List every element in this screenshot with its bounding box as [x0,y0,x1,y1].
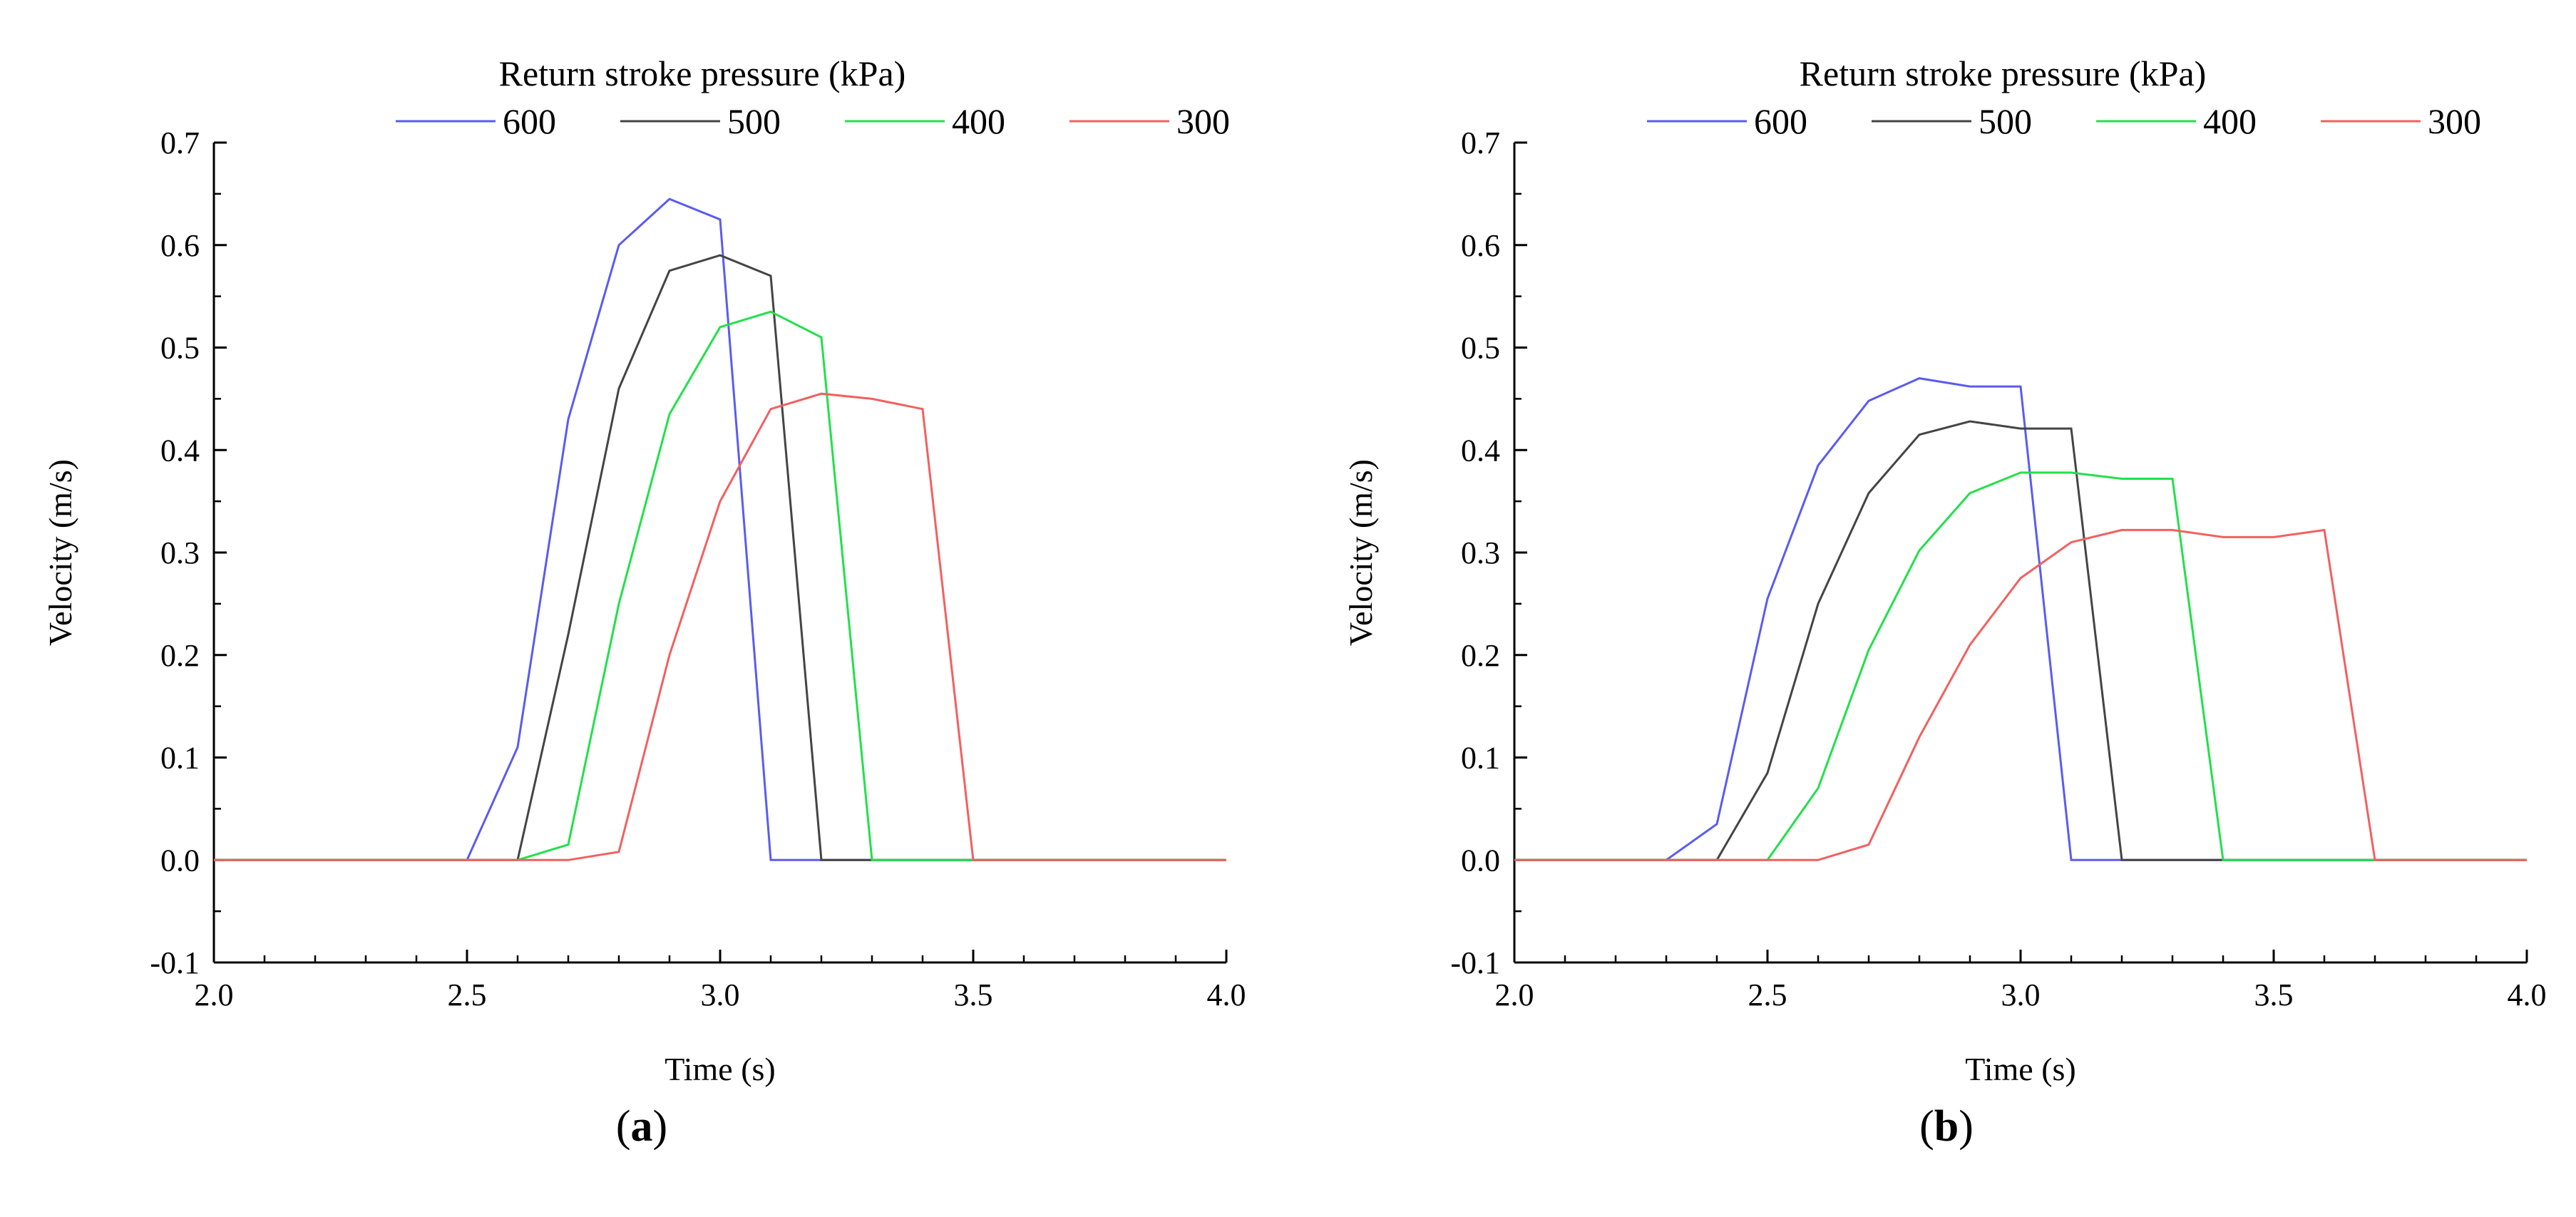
series-line-400 [1514,471,2527,861]
series-line-500 [1514,420,2527,861]
y-tick-label: -0.1 [1450,945,1500,980]
x-axis-title: Time (s) [664,1051,776,1087]
x-tick-label: 2.5 [448,977,487,1012]
legend-label-500: 500 [1979,101,2032,141]
legend-label-300: 300 [1176,101,1230,141]
y-tick-label: 0.5 [1461,331,1500,366]
legend-label-400: 400 [952,101,1005,141]
y-tick-label: 0.2 [1461,638,1500,673]
x-tick-label: 4.0 [1207,977,1246,1012]
series-line-300 [1514,528,2527,861]
y-tick-label: 0.4 [160,433,200,468]
y-tick-label: 0.1 [160,741,200,776]
y-tick-label: 0.4 [1461,433,1500,468]
y-tick-label: 0.0 [1461,843,1500,878]
series-line-600 [214,197,1226,861]
y-tick-label: 0.3 [160,535,200,570]
chart-panel-a: -0.1 0.0 0.1 0.2 0.3 0.4 0.5 0.6 0.7 2.0 2.5 3.0 3.5… [42,53,1246,1151]
y-tick-label: -0.1 [150,945,200,980]
series-line-400 [214,310,1226,861]
legend-label-500: 500 [727,101,781,141]
y-tick-label: 0.7 [160,125,200,160]
legend-title: Return stroke pressure (kPa) [1800,53,2207,93]
x-tick-label: 2.0 [195,977,234,1012]
x-tick-label: 2.0 [1495,977,1534,1012]
y-axis-title: Velocity (m/s) [1343,459,1379,646]
y-tick-label: 0.1 [1461,741,1500,776]
y-tick-label: 0.0 [160,843,200,878]
series-line-500 [214,254,1226,861]
series-line-600 [1514,377,2527,861]
y-tick-label: 0.7 [1461,125,1500,160]
x-tick-label: 4.0 [2508,977,2547,1012]
y-tick-label: 0.2 [160,638,200,673]
legend-label-600: 600 [1754,101,1807,141]
legend-label-400: 400 [2203,101,2257,141]
panel-label: (a) [616,1102,667,1151]
chart-panel-b: -0.1 0.0 0.1 0.2 0.3 0.4 0.5 0.6 0.7 2.0 2.5 3.0 3.5… [1343,53,2547,1151]
legend-title: Return stroke pressure (kPa) [499,53,906,93]
x-tick-label: 3.5 [2254,977,2294,1012]
x-tick-label: 2.5 [1748,977,1787,1012]
panel-label: (b) [1919,1102,1974,1151]
legend-label-300: 300 [2428,101,2481,141]
y-tick-label: 0.6 [160,228,200,263]
x-tick-label: 3.0 [701,977,740,1012]
y-tick-label: 0.5 [160,331,200,366]
y-tick-label: 0.6 [1461,228,1500,263]
y-axis-title: Velocity (m/s) [42,459,78,646]
x-tick-label: 3.5 [954,977,993,1012]
legend-label-600: 600 [503,101,556,141]
x-axis-title: Time (s) [1965,1051,2076,1087]
x-tick-label: 3.0 [2001,977,2041,1012]
y-tick-label: 0.3 [1461,535,1500,570]
series-line-300 [214,392,1226,861]
